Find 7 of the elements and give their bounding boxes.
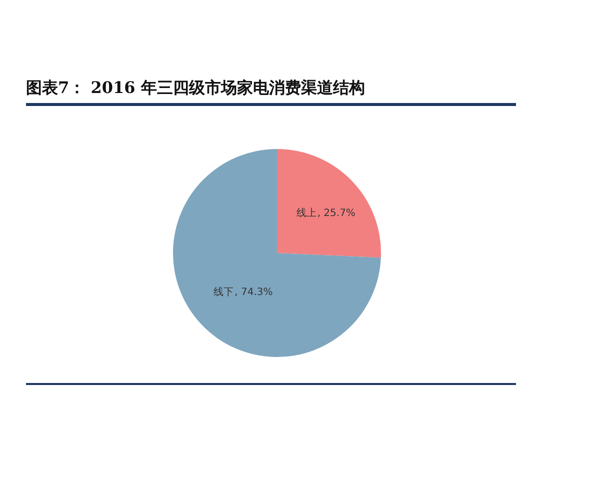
pie-slice [277,149,381,258]
slice-label: 线上 [296,206,316,219]
slice-label: 线下 [214,286,234,298]
data-label: , 74.3% [234,287,273,298]
chart-title: 图表7： 2016 年三四级市场家电消费渠道结构 [26,78,516,106]
data-label: , 25.7% [317,208,356,219]
pie-slice [173,149,381,357]
